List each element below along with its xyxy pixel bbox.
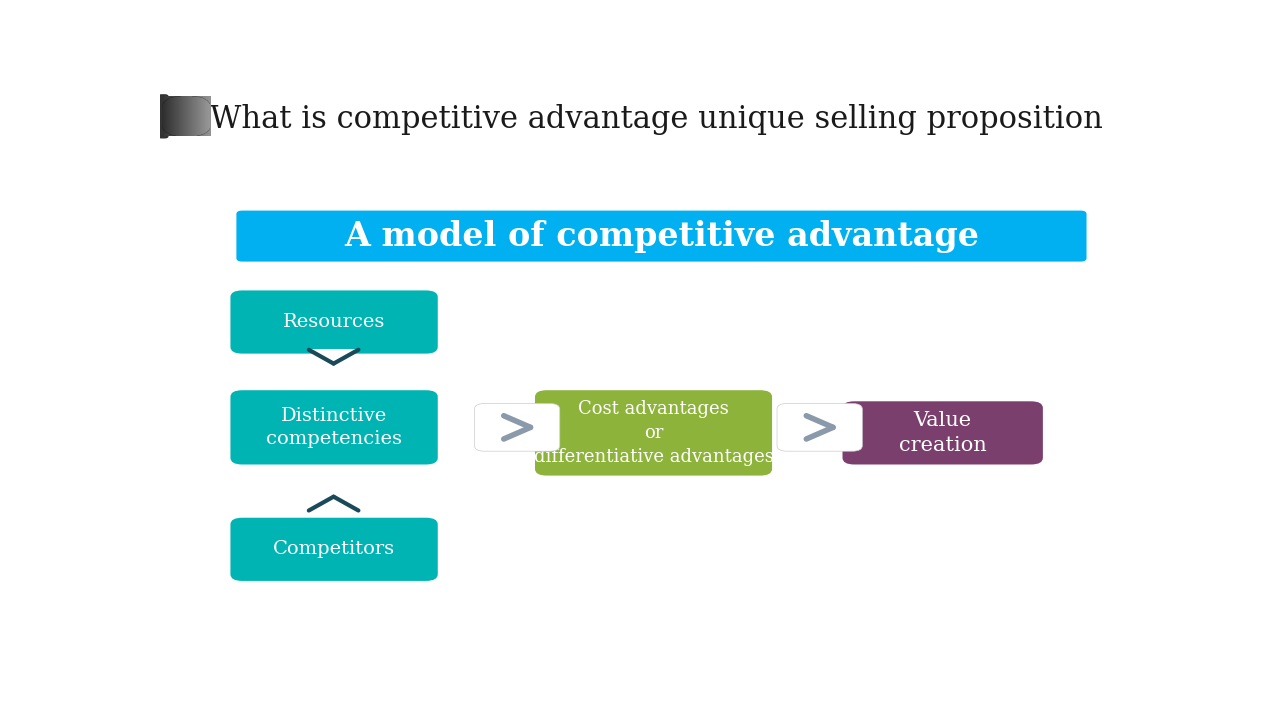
FancyBboxPatch shape <box>475 403 559 451</box>
Text: Distinctive
competencies: Distinctive competencies <box>266 407 402 448</box>
Bar <box>206 96 209 136</box>
Bar <box>193 96 196 136</box>
Text: What is competitive advantage unique selling proposition: What is competitive advantage unique sel… <box>210 104 1102 135</box>
Bar <box>187 96 189 136</box>
Bar <box>174 96 177 136</box>
Bar <box>197 96 200 136</box>
Bar <box>180 96 183 136</box>
Bar <box>164 96 166 136</box>
Bar <box>166 96 169 136</box>
Bar <box>184 96 187 136</box>
Bar <box>196 96 198 136</box>
Bar <box>191 96 193 136</box>
Text: A model of competitive advantage: A model of competitive advantage <box>344 220 979 253</box>
Bar <box>204 96 206 136</box>
Bar <box>198 96 201 136</box>
FancyBboxPatch shape <box>230 290 438 354</box>
Bar <box>183 96 186 136</box>
Bar <box>172 96 174 136</box>
Bar <box>179 96 182 136</box>
Bar <box>170 96 173 136</box>
Text: Value
creation: Value creation <box>899 411 987 455</box>
Bar <box>192 96 195 136</box>
Polygon shape <box>308 497 358 510</box>
Polygon shape <box>308 350 358 364</box>
FancyBboxPatch shape <box>237 210 1087 261</box>
Bar <box>189 96 192 136</box>
Bar <box>173 96 175 136</box>
FancyBboxPatch shape <box>535 390 772 476</box>
Bar <box>177 96 179 136</box>
Text: Competitors: Competitors <box>273 540 396 558</box>
Bar <box>202 96 205 136</box>
FancyBboxPatch shape <box>157 94 169 138</box>
Text: Resources: Resources <box>283 313 385 331</box>
FancyBboxPatch shape <box>230 518 438 581</box>
FancyBboxPatch shape <box>777 403 863 451</box>
Bar <box>205 96 207 136</box>
Bar <box>165 96 168 136</box>
Bar <box>209 96 211 136</box>
FancyBboxPatch shape <box>842 401 1043 464</box>
FancyBboxPatch shape <box>230 390 438 464</box>
Bar <box>186 96 188 136</box>
Bar <box>169 96 172 136</box>
Text: Cost advantages
or
differentiative advantages: Cost advantages or differentiative advan… <box>534 400 773 466</box>
Bar <box>200 96 202 136</box>
Bar <box>178 96 180 136</box>
